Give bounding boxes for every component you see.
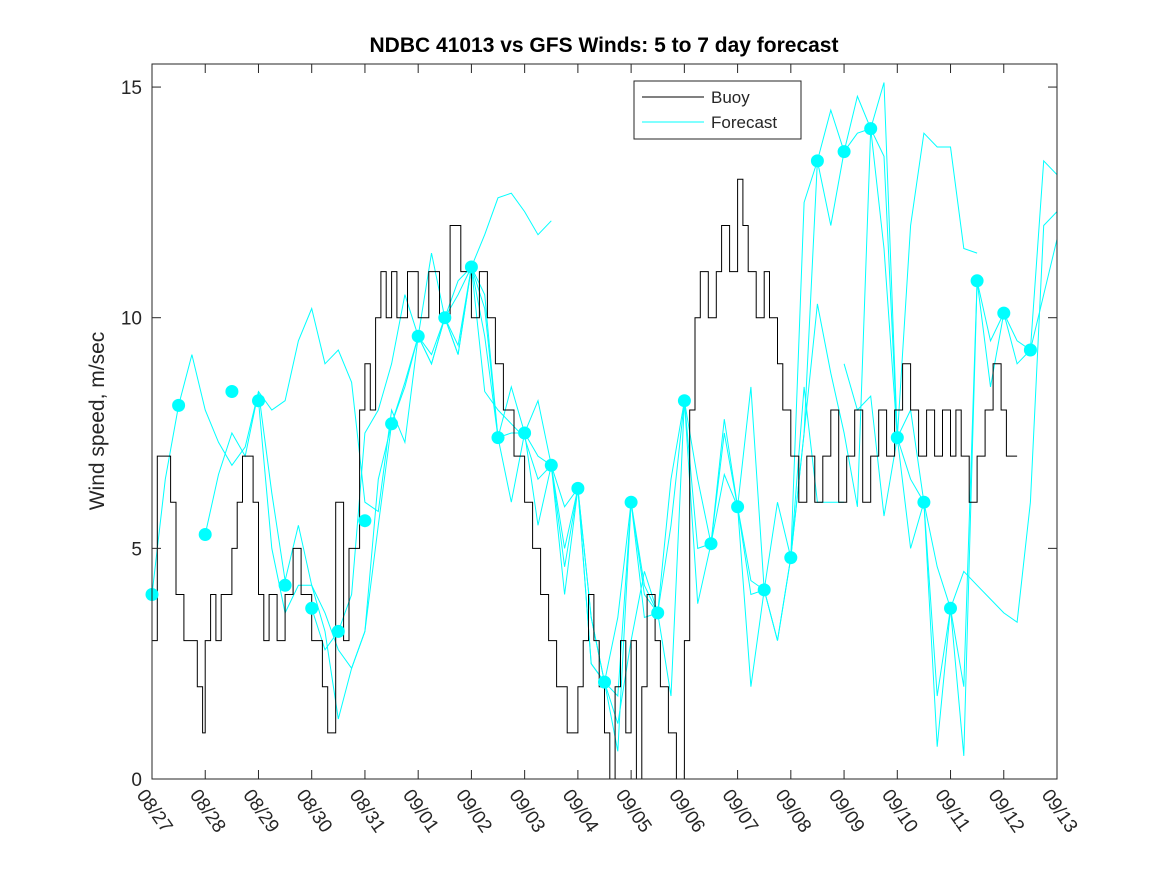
- legend: Buoy Forecast: [633, 80, 802, 140]
- forecast-point: [970, 274, 984, 288]
- forecast-point: [225, 385, 239, 398]
- forecast-run-line-5: [444, 265, 845, 698]
- forecast-point: [518, 426, 532, 440]
- forecast-point: [172, 398, 186, 412]
- forecast-point: [944, 601, 957, 615]
- forecast-point: [864, 122, 878, 136]
- forecast-point: [571, 481, 585, 495]
- legend-buoy-label: Buoy: [711, 88, 750, 107]
- legend-box: [633, 80, 802, 140]
- y-tick-label: 0: [131, 770, 142, 791]
- forecast-point: [464, 260, 478, 274]
- forecast-point: [198, 528, 212, 541]
- forecast-point: [358, 514, 372, 528]
- forecast-point: [411, 329, 425, 343]
- forecast-point: [278, 578, 292, 592]
- forecast-point: [677, 394, 691, 408]
- forecast-point: [890, 431, 904, 445]
- forecast-point: [624, 495, 638, 509]
- forecast-point: [651, 606, 665, 620]
- forecast-run-line-1: [151, 192, 552, 595]
- forecast-point: [704, 537, 718, 551]
- y-tick-label: 10: [121, 309, 142, 330]
- plot-area: [152, 64, 1057, 779]
- forecast-point: [598, 675, 611, 689]
- forecast-run-line-4: [311, 252, 765, 684]
- forecast-point: [784, 551, 798, 565]
- legend-forecast-label: Forecast: [711, 113, 777, 132]
- forecast-point: [438, 311, 452, 325]
- forecast-point: [331, 624, 345, 638]
- forecast-point: [810, 154, 824, 168]
- forecast-point: [305, 601, 319, 615]
- ticks-layer: [151, 64, 1058, 780]
- y-tick-label: 15: [121, 78, 142, 99]
- forecast-point: [252, 394, 265, 408]
- forecast-point: [544, 458, 558, 472]
- y-tick-labels: 0 5 10 15: [121, 78, 142, 791]
- forecast-point: [757, 583, 771, 597]
- series-layer: [145, 82, 1058, 780]
- forecast-point: [731, 500, 745, 514]
- y-axis-label: Wind speed, m/sec: [86, 332, 109, 511]
- forecast-point: [997, 306, 1011, 320]
- plot-frame: [151, 63, 1058, 780]
- chart-title: NDBC 41013 vs GFS Winds: 5 to 7 day fore…: [370, 34, 839, 57]
- forecast-point: [385, 417, 399, 431]
- forecast-point: [491, 431, 505, 445]
- y-tick-label: 5: [131, 539, 142, 560]
- forecast-point: [1023, 343, 1037, 357]
- forecast-point: [917, 495, 931, 509]
- forecast-point: [837, 145, 851, 159]
